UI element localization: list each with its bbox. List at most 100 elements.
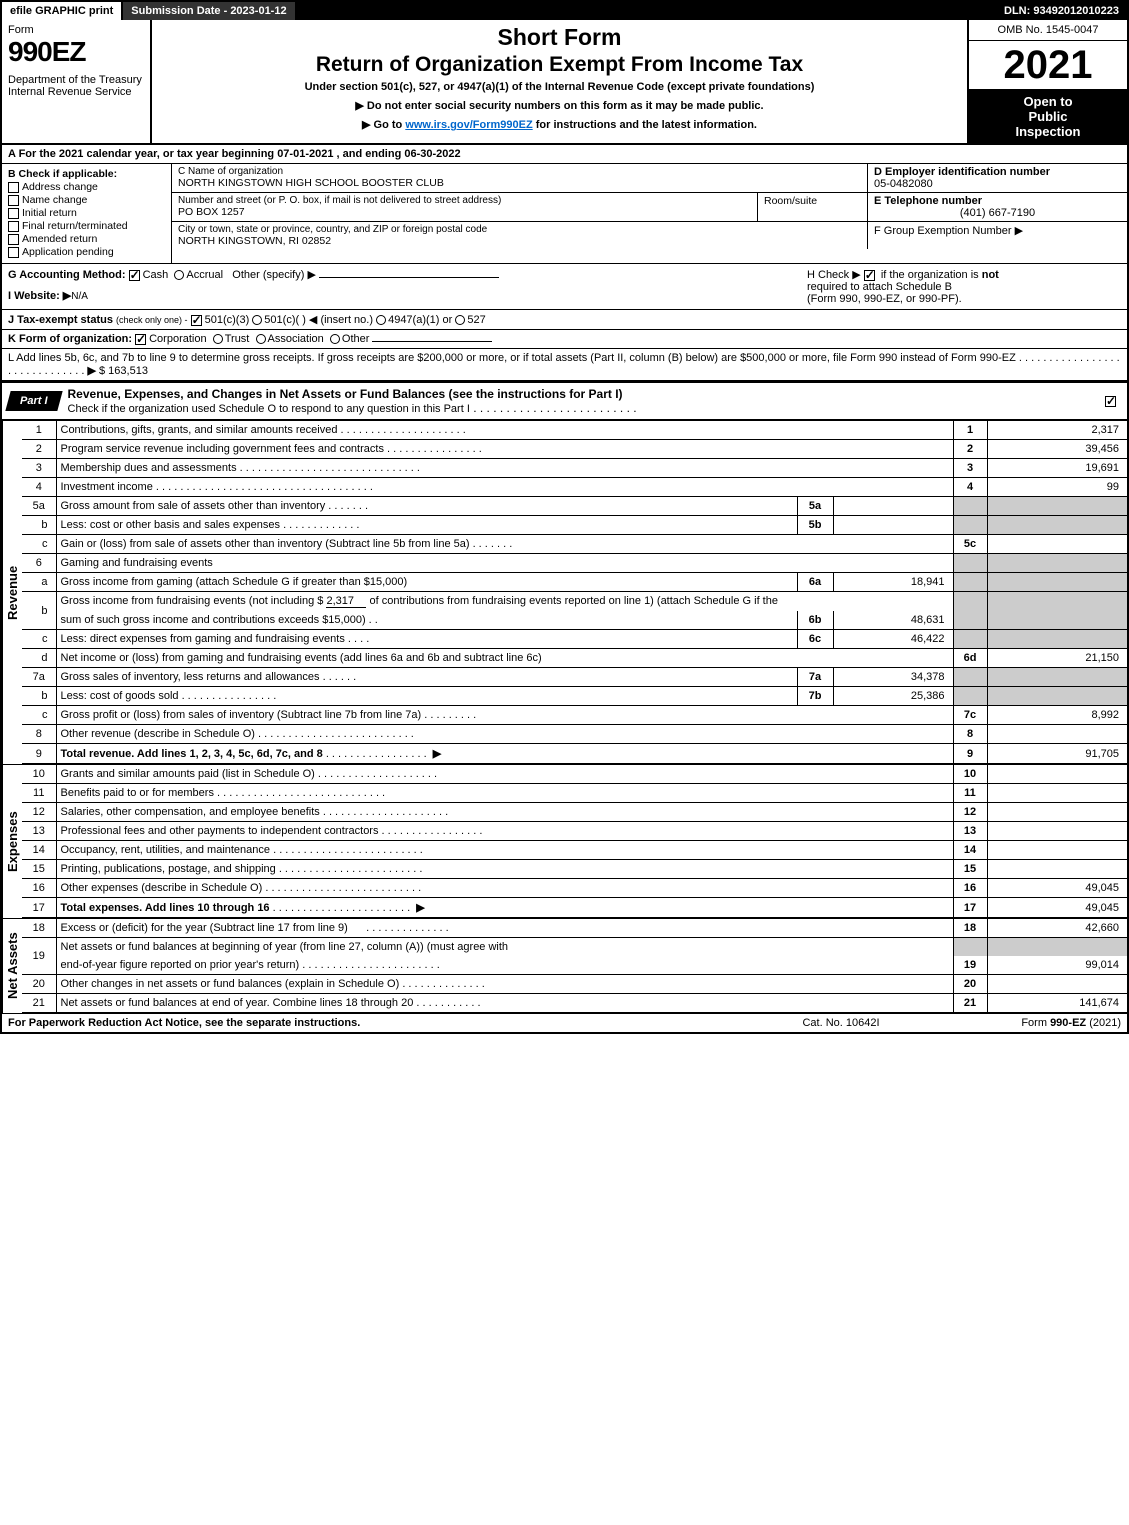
revenue-label: Revenue bbox=[2, 421, 22, 764]
dln: DLN: 93492012010223 bbox=[996, 2, 1127, 20]
chk-501c3[interactable] bbox=[191, 315, 202, 326]
chk-final-return[interactable]: Final return/terminated bbox=[8, 220, 165, 232]
radio-4947[interactable] bbox=[376, 315, 386, 325]
chk-cash[interactable] bbox=[129, 270, 140, 281]
line-6a: a Gross income from gaming (attach Sched… bbox=[22, 573, 1127, 592]
netassets-table: 18 Excess or (deficit) for the year (Sub… bbox=[22, 919, 1127, 1013]
subtitle-goto: ▶ Go to www.irs.gov/Form990EZ for instru… bbox=[160, 118, 959, 131]
row-l: L Add lines 5b, 6c, and 7b to line 9 to … bbox=[2, 349, 1127, 381]
line-7c: c Gross profit or (loss) from sales of i… bbox=[22, 706, 1127, 725]
line-6d: d Net income or (loss) from gaming and f… bbox=[22, 649, 1127, 668]
row-k: K Form of organization: Corporation Trus… bbox=[2, 330, 1127, 349]
revenue-table: 1 Contributions, gifts, grants, and simi… bbox=[22, 421, 1127, 764]
c-name: C Name of organization NORTH KINGSTOWN H… bbox=[172, 164, 867, 192]
h-check: H Check ▶ if the organization is not req… bbox=[801, 268, 1121, 305]
part1-tab: Part I bbox=[5, 391, 62, 411]
radio-trust[interactable] bbox=[213, 334, 223, 344]
section-b: B Check if applicable: Address change Na… bbox=[2, 164, 172, 263]
line-5b: b Less: cost or other basis and sales ex… bbox=[22, 516, 1127, 535]
chk-schedule-b[interactable] bbox=[864, 270, 875, 281]
line-19-2: end-of-year figure reported on prior yea… bbox=[22, 956, 1127, 975]
line-16: 16 Other expenses (describe in Schedule … bbox=[22, 879, 1127, 898]
city-value: NORTH KINGSTOWN, RI 02852 bbox=[178, 235, 861, 247]
line-14: 14 Occupancy, rent, utilities, and maint… bbox=[22, 841, 1127, 860]
chk-address-change[interactable]: Address change bbox=[8, 181, 165, 193]
website-value: N/A bbox=[71, 291, 88, 302]
form-number: 990EZ bbox=[8, 36, 144, 68]
paperwork-notice: For Paperwork Reduction Act Notice, see … bbox=[8, 1017, 741, 1029]
part1-check[interactable] bbox=[1097, 395, 1127, 407]
irs-label: Internal Revenue Service bbox=[8, 86, 144, 98]
subtitle-ssn-warning: ▶ Do not enter social security numbers o… bbox=[160, 99, 959, 112]
expenses-table: 10 Grants and similar amounts paid (list… bbox=[22, 765, 1127, 918]
street-value: PO BOX 1257 bbox=[178, 206, 751, 218]
form-label: Form bbox=[8, 24, 144, 36]
f-group: F Group Exemption Number ▶ bbox=[867, 222, 1127, 249]
c-city: City or town, state or province, country… bbox=[172, 222, 867, 249]
line-10: 10 Grants and similar amounts paid (list… bbox=[22, 765, 1127, 784]
irs-link[interactable]: www.irs.gov/Form990EZ bbox=[405, 119, 532, 131]
line-1: 1 Contributions, gifts, grants, and simi… bbox=[22, 421, 1127, 440]
subtitle-code: Under section 501(c), 527, or 4947(a)(1)… bbox=[160, 81, 959, 93]
line-2: 2 Program service revenue including gove… bbox=[22, 440, 1127, 459]
c-street: Number and street (or P. O. box, if mail… bbox=[172, 193, 757, 221]
inspection-notice: Open to Public Inspection bbox=[969, 90, 1127, 143]
b-label: B Check if applicable: bbox=[8, 168, 165, 180]
chk-application-pending[interactable]: Application pending bbox=[8, 246, 165, 258]
header: Form 990EZ Department of the Treasury In… bbox=[2, 20, 1127, 145]
row-gh: G Accounting Method: Cash Accrual Other … bbox=[2, 264, 1127, 310]
chk-name-change[interactable]: Name change bbox=[8, 194, 165, 206]
line-6b-2: sum of such gross income and contributio… bbox=[22, 611, 1127, 630]
line-8: 8 Other revenue (describe in Schedule O)… bbox=[22, 725, 1127, 744]
radio-501c[interactable] bbox=[252, 315, 262, 325]
title-return: Return of Organization Exempt From Incom… bbox=[160, 53, 959, 77]
chk-initial-return[interactable]: Initial return bbox=[8, 207, 165, 219]
part1-title: Revenue, Expenses, and Changes in Net As… bbox=[60, 383, 1097, 419]
chk-amended-return[interactable]: Amended return bbox=[8, 233, 165, 245]
line-4: 4 Investment income . . . . . . . . . . … bbox=[22, 478, 1127, 497]
chk-corporation[interactable] bbox=[135, 334, 146, 345]
line-21: 21 Net assets or fund balances at end of… bbox=[22, 994, 1127, 1013]
tax-year: 2021 bbox=[969, 41, 1127, 90]
line-6: 6 Gaming and fundraising events bbox=[22, 554, 1127, 573]
omb-number: OMB No. 1545-0047 bbox=[969, 20, 1127, 41]
org-name: NORTH KINGSTOWN HIGH SCHOOL BOOSTER CLUB bbox=[178, 177, 861, 189]
line-13: 13 Professional fees and other payments … bbox=[22, 822, 1127, 841]
header-center: Short Form Return of Organization Exempt… bbox=[152, 20, 967, 143]
header-left: Form 990EZ Department of the Treasury In… bbox=[2, 20, 152, 143]
other-specify-input[interactable] bbox=[319, 277, 499, 278]
submission-date: Submission Date - 2023-01-12 bbox=[123, 2, 296, 20]
phone-value: (401) 667-7190 bbox=[874, 207, 1121, 219]
header-right: OMB No. 1545-0047 2021 Open to Public In… bbox=[967, 20, 1127, 143]
line-6c: c Less: direct expenses from gaming and … bbox=[22, 630, 1127, 649]
e-telephone: E Telephone number (401) 667-7190 bbox=[867, 193, 1127, 221]
section-bcdef: B Check if applicable: Address change Na… bbox=[2, 164, 1127, 264]
radio-other-org[interactable] bbox=[330, 334, 340, 344]
cat-no: Cat. No. 10642I bbox=[741, 1017, 941, 1029]
line-5a: 5a Gross amount from sale of assets othe… bbox=[22, 497, 1127, 516]
line-15: 15 Printing, publications, postage, and … bbox=[22, 860, 1127, 879]
line-11: 11 Benefits paid to or for members . . .… bbox=[22, 784, 1127, 803]
d-ein: D Employer identification number 05-0482… bbox=[867, 164, 1127, 192]
form-ref: Form 990-EZ (2021) bbox=[941, 1017, 1121, 1029]
line-7a: 7a Gross sales of inventory, less return… bbox=[22, 668, 1127, 687]
line-6b-1: b Gross income from fundraising events (… bbox=[22, 592, 1127, 612]
other-org-input[interactable] bbox=[372, 341, 492, 342]
efile-print-label: efile GRAPHIC print bbox=[2, 2, 123, 20]
netassets-section: Net Assets 18 Excess or (deficit) for th… bbox=[2, 918, 1127, 1013]
gross-receipts-value: $ 163,513 bbox=[99, 365, 148, 377]
section-cde: C Name of organization NORTH KINGSTOWN H… bbox=[172, 164, 1127, 263]
line-17: 17 Total expenses. Add lines 10 through … bbox=[22, 898, 1127, 918]
radio-accrual[interactable] bbox=[174, 270, 184, 280]
netassets-label: Net Assets bbox=[2, 919, 22, 1013]
part1-header: Part I Revenue, Expenses, and Changes in… bbox=[2, 381, 1127, 420]
topbar: efile GRAPHIC print Submission Date - 20… bbox=[2, 2, 1127, 20]
ein-value: 05-0482080 bbox=[874, 178, 1121, 190]
line-20: 20 Other changes in net assets or fund b… bbox=[22, 975, 1127, 994]
footer: For Paperwork Reduction Act Notice, see … bbox=[2, 1013, 1127, 1032]
radio-association[interactable] bbox=[256, 334, 266, 344]
expenses-section: Expenses 10 Grants and similar amounts p… bbox=[2, 764, 1127, 918]
radio-527[interactable] bbox=[455, 315, 465, 325]
g-accounting: G Accounting Method: Cash Accrual Other … bbox=[8, 268, 801, 281]
line-18: 18 Excess or (deficit) for the year (Sub… bbox=[22, 919, 1127, 938]
